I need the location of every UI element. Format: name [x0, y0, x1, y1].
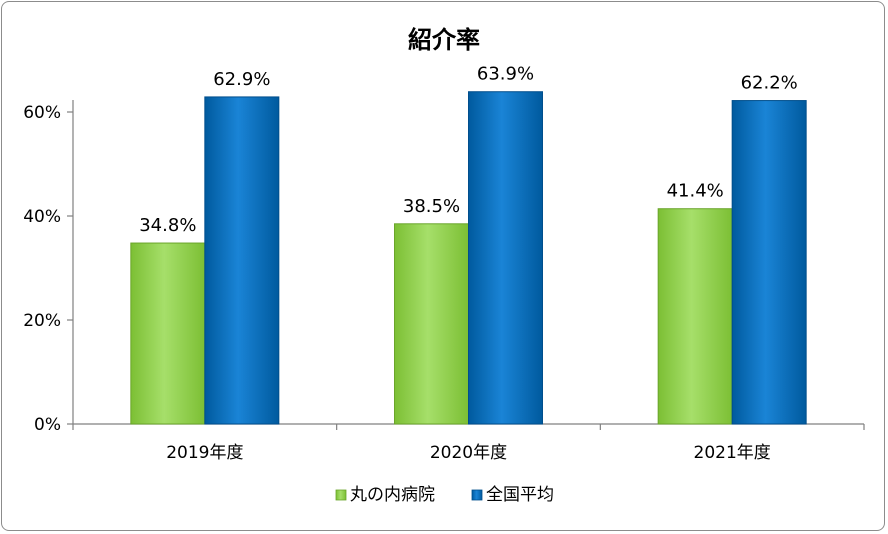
data-label: 34.8%: [139, 215, 196, 236]
data-label: 62.9%: [213, 69, 270, 90]
legend-label: 丸の内病院: [350, 485, 435, 505]
y-tick-label: 0%: [34, 415, 61, 435]
chart-title: 紹介率: [408, 26, 480, 54]
bar: [657, 208, 733, 425]
bar: [130, 242, 206, 425]
legend: 丸の内病院 全国平均: [335, 485, 554, 505]
data-label: 63.9%: [477, 64, 534, 85]
bar: [731, 100, 807, 425]
bar: [204, 96, 280, 425]
legend-label: 全国平均: [486, 485, 554, 505]
y-tick-label: 20%: [23, 311, 61, 331]
x-tick-label: 2019年度: [166, 443, 243, 463]
legend-swatch: [335, 489, 347, 501]
bar: [394, 223, 469, 425]
x-tick-label: 2021年度: [694, 443, 771, 463]
y-tick-label: 40%: [23, 207, 61, 227]
bar: [468, 91, 543, 425]
data-label: 62.2%: [741, 73, 798, 94]
legend-swatch: [471, 489, 483, 501]
data-label: 38.5%: [403, 196, 460, 217]
x-tick-label: 2020年度: [430, 443, 507, 463]
data-label: 41.4%: [667, 181, 724, 202]
y-tick-label: 60%: [23, 103, 61, 123]
bars: 34.8% 62.9% 38.5% 63.9% 41.4% 62.2%: [130, 64, 807, 425]
